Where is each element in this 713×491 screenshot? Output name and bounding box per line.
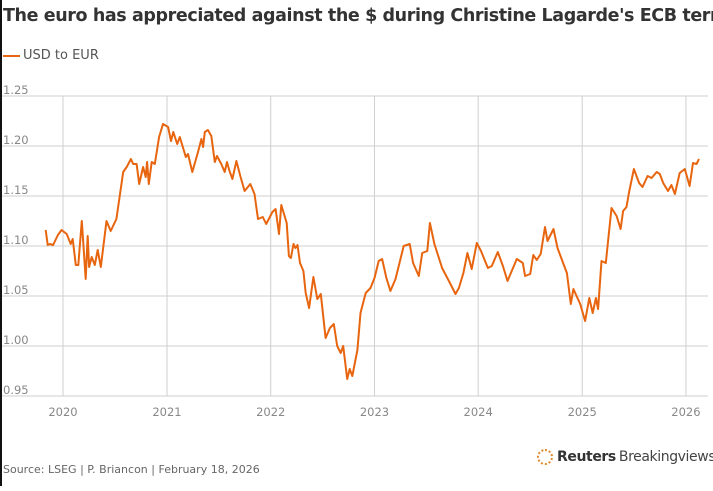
x-tick-label: 2022 — [256, 405, 285, 419]
y-tick-label: 0.95 — [3, 383, 29, 397]
y-tick-label: 1.05 — [3, 283, 29, 297]
brand-name-bold: Reuters — [557, 449, 616, 465]
legend-swatch — [3, 54, 20, 57]
x-tick-label: 2021 — [152, 405, 181, 419]
source-note: Source: LSEG | P. Briancon | February 18… — [3, 463, 260, 476]
x-tick-label: 2026 — [671, 405, 700, 419]
brand-logo: Reuters Breakingviews — [537, 449, 713, 465]
y-tick-label: 1.15 — [3, 183, 29, 197]
legend: USD to EUR — [3, 48, 99, 63]
y-tick-label: 1.10 — [3, 233, 29, 247]
series-line-usd-to-eur — [44, 123, 700, 380]
left-rule — [0, 0, 2, 486]
x-tick-label: 2023 — [360, 405, 389, 419]
y-tick-label: 1.25 — [3, 83, 29, 97]
x-tick-label: 2025 — [568, 405, 597, 419]
chart-title: The euro has appreciated against the $ d… — [3, 6, 713, 26]
y-tick-label: 1.20 — [3, 133, 29, 147]
x-tick-label: 2024 — [464, 405, 493, 419]
legend-label: USD to EUR — [23, 48, 99, 63]
x-tick-label: 2020 — [48, 405, 77, 419]
brand-name-rest: Breakingviews — [618, 449, 713, 465]
reuters-logo-icon — [537, 449, 553, 465]
y-tick-label: 1.00 — [3, 333, 29, 347]
